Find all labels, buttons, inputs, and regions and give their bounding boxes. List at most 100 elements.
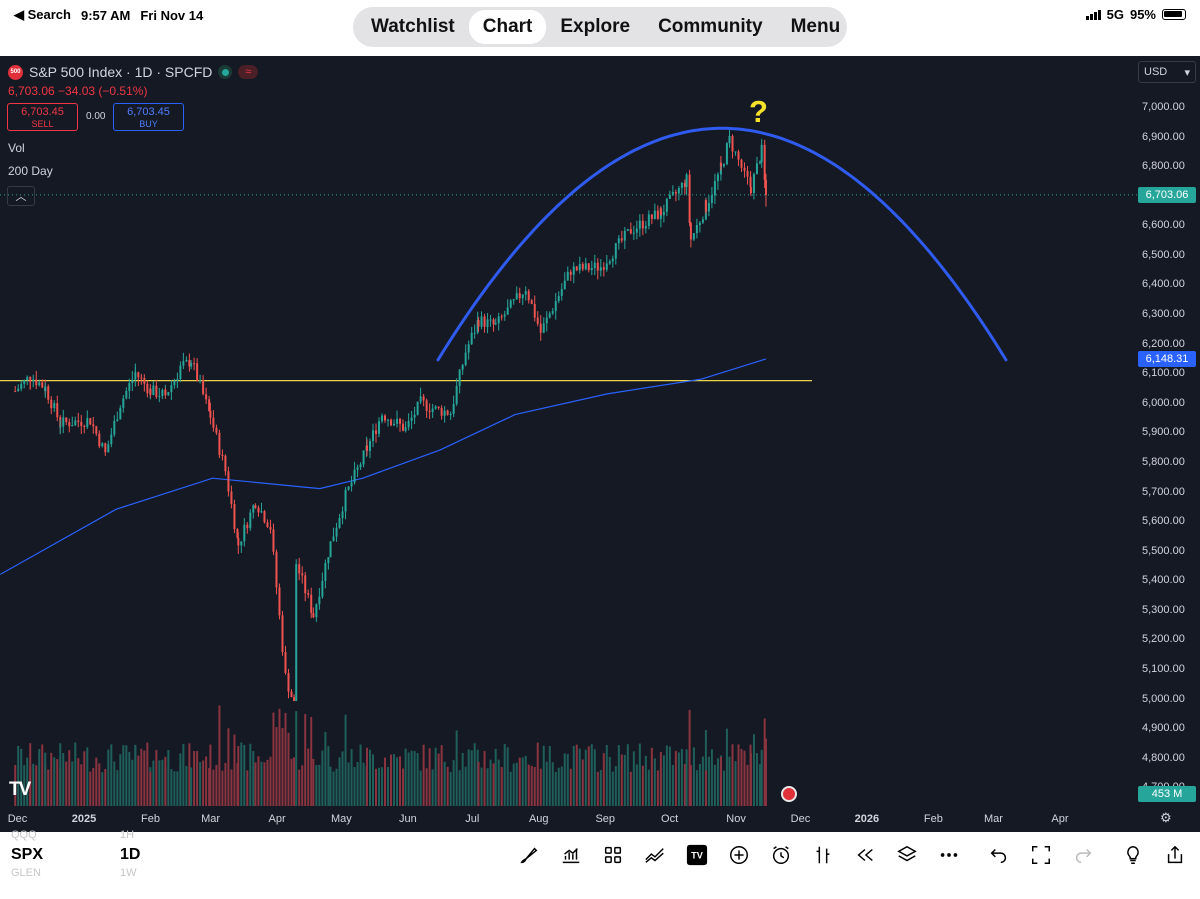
svg-text:TV: TV — [691, 851, 704, 861]
volume-bar — [272, 712, 275, 806]
symbol-title[interactable]: S&P 500 Index · 1D · SPCFD — [29, 64, 213, 80]
back-to-search-link[interactable]: ◀ Search — [14, 7, 71, 22]
volume-bar — [428, 748, 431, 806]
currency-select[interactable]: USD ▾ — [1138, 61, 1196, 83]
volume-bar — [752, 734, 755, 806]
candle-body — [626, 229, 629, 231]
indicator-vol[interactable]: Vol — [8, 141, 25, 155]
tab-watchlist[interactable]: Watchlist — [371, 16, 455, 37]
lightbulb-icon[interactable] — [1119, 842, 1147, 868]
candle-body — [65, 417, 68, 423]
candle-body — [240, 541, 243, 546]
volume-bar — [608, 756, 611, 806]
draw-brush-icon[interactable] — [515, 842, 543, 868]
candle-body — [329, 541, 332, 558]
bar-replay-icon[interactable] — [809, 842, 837, 868]
collapse-legend-button[interactable]: ︿ — [7, 186, 35, 206]
chevron-up-icon: ︿ — [15, 191, 27, 203]
share-icon[interactable] — [1161, 842, 1189, 868]
candle-body — [737, 151, 740, 160]
volume-bar — [155, 750, 158, 806]
volume-bar — [199, 762, 202, 806]
candle-body — [375, 430, 378, 434]
tab-explore[interactable]: Explore — [560, 16, 631, 37]
volume-bar — [315, 765, 318, 806]
y-tick-label: 4,800.00 — [1142, 751, 1185, 764]
volume-bar — [20, 748, 23, 806]
buy-button[interactable]: 6,703.45 BUY — [113, 103, 184, 131]
tab-menu[interactable]: Menu — [790, 16, 841, 37]
volume-bar — [375, 768, 378, 806]
price-chart[interactable] — [0, 56, 1200, 832]
candle-body — [125, 391, 128, 399]
candle-body — [122, 398, 125, 408]
tab-chart[interactable]: Chart — [468, 10, 547, 44]
y-tick-label: 6,600.00 — [1142, 219, 1185, 232]
trend-line-icon[interactable] — [641, 842, 669, 868]
candle-body — [293, 697, 296, 701]
volume-bar — [185, 765, 188, 806]
layers-icon[interactable] — [893, 842, 921, 868]
sell-button[interactable]: 6,703.45 SELL — [7, 103, 78, 131]
volume-bar — [378, 767, 381, 806]
redo-icon[interactable] — [1069, 842, 1097, 868]
candle-body — [572, 266, 575, 275]
chart-panel[interactable]: 500 S&P 500 Index · 1D · SPCFD ≈ 6,703.0… — [0, 56, 1200, 832]
us-flag-icon[interactable] — [781, 786, 797, 802]
candle-body — [107, 444, 110, 453]
candle-body — [307, 593, 310, 595]
volume-bar — [278, 708, 281, 806]
candle-body — [167, 392, 170, 396]
candle-body — [542, 323, 545, 333]
candle-body — [368, 441, 371, 452]
candle-body — [298, 564, 301, 574]
candle-body — [396, 419, 399, 424]
volume-bar — [647, 769, 650, 806]
candle-body — [530, 300, 533, 305]
timeframe-selector[interactable]: 1D — [120, 846, 141, 863]
volume-bar — [249, 743, 252, 806]
candle-body — [173, 380, 176, 386]
volume-bar — [419, 770, 422, 806]
tradingview-button-icon[interactable]: TV — [683, 842, 711, 868]
candle-body — [671, 191, 674, 195]
indicators-icon[interactable] — [557, 842, 585, 868]
volume-bar — [492, 763, 495, 806]
fullscreen-icon[interactable] — [1027, 842, 1055, 868]
candle-body — [725, 143, 728, 165]
volume-bar — [29, 766, 32, 806]
bottom-toolbar: QQQ 1H SPX 1D GLEN 1W TV — [0, 829, 1200, 899]
volume-bar — [17, 745, 20, 806]
ma-value-tag: 6,148.31 — [1138, 350, 1196, 367]
x-tick-label: 2026 — [854, 813, 880, 825]
volume-bar — [372, 754, 375, 806]
symbol-selector[interactable]: SPX — [11, 846, 44, 863]
volume-bar — [260, 761, 263, 806]
volume-bar — [626, 744, 629, 806]
add-plus-icon[interactable] — [725, 842, 753, 868]
settings-icon[interactable]: ⚙ — [1160, 810, 1172, 825]
tab-community[interactable]: Community — [658, 16, 763, 37]
sp500-logo: 500 — [8, 64, 23, 80]
alarm-clock-icon[interactable] — [767, 842, 795, 868]
volume-bar — [101, 772, 104, 806]
volume-bar — [599, 770, 602, 806]
volume-bar — [35, 765, 38, 806]
volume-bar — [134, 747, 137, 806]
candle-body — [224, 455, 227, 472]
volume-bar — [521, 757, 524, 806]
volume-bar — [688, 709, 691, 806]
undo-icon[interactable] — [985, 842, 1013, 868]
volume-bar — [98, 763, 101, 806]
candle-body — [512, 299, 515, 301]
volume-bar — [530, 765, 533, 806]
indicator-200day[interactable]: 200 Day — [8, 164, 53, 178]
rewind-icon[interactable] — [851, 842, 879, 868]
more-icon[interactable] — [935, 842, 963, 868]
volume-bar — [494, 748, 497, 806]
volume-bar — [53, 757, 56, 806]
layout-grid-icon[interactable] — [599, 842, 627, 868]
volume-bar — [230, 769, 233, 806]
volume-bar — [167, 750, 170, 806]
volume-bar — [252, 751, 255, 806]
